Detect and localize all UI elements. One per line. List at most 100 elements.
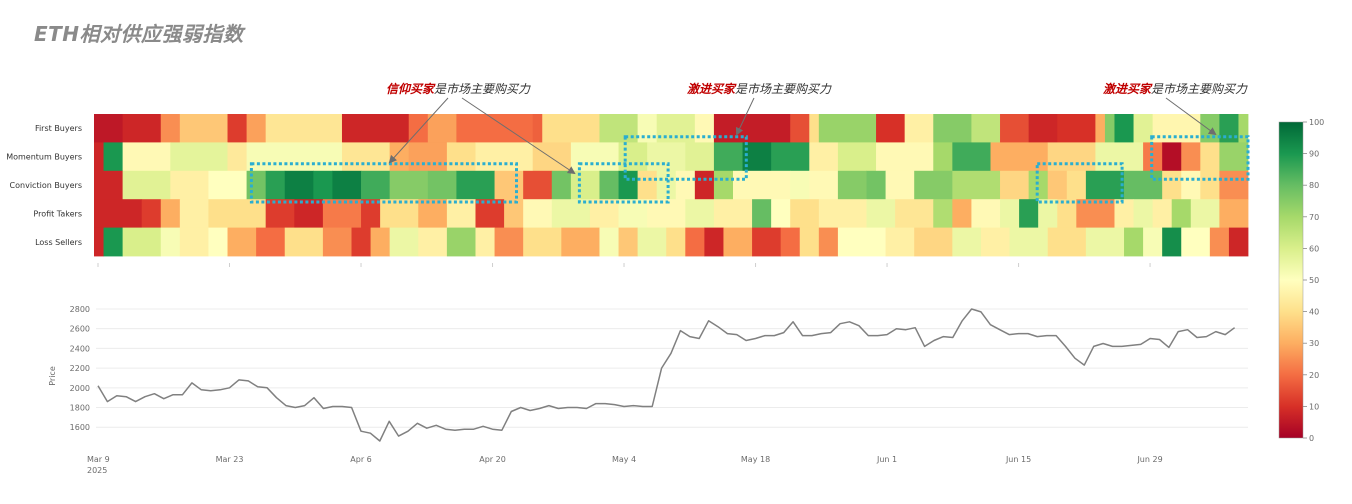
heatmap-cell: [637, 227, 667, 257]
heatmap-cell: [790, 114, 810, 143]
heatmap-cell: [1181, 170, 1201, 200]
heatmap-cell: [723, 227, 753, 257]
colorbar-tick-label: 80: [1309, 181, 1319, 190]
heatmap-cell: [1047, 227, 1087, 257]
heatmap-cell: [904, 114, 934, 143]
colorbar: 0 10 20 30 40 50 60 70 80 90 100: [1278, 118, 1324, 443]
heatmap-cell: [1076, 199, 1115, 228]
annotation-rest: 是市场主要购买力: [434, 82, 531, 96]
heatmap-cell: [380, 199, 419, 228]
heatmap-cell: [1057, 199, 1077, 228]
heatmap-cell: [523, 227, 562, 257]
heatmap-cell: [952, 170, 1001, 200]
heatmap-cell: [656, 170, 677, 200]
heatmap-cell: [647, 199, 686, 228]
heatmap-cell: [1000, 170, 1030, 200]
heatmap-cell: [809, 170, 839, 200]
x-tick-label: Jun 15: [1005, 455, 1031, 464]
heatmap-cell: [103, 227, 124, 257]
heatmap-cell: [1162, 170, 1182, 200]
colorbar-tick-label: 40: [1309, 308, 1319, 317]
heatmap-cell: [265, 199, 295, 228]
heatmap-cell: [94, 170, 124, 200]
colorbar-tick-label: 0: [1309, 434, 1314, 443]
heatmap-cell: [475, 199, 505, 228]
heatmap-cell: [561, 227, 600, 257]
heatmap-cell: [456, 170, 495, 200]
heatmap-cell: [341, 142, 391, 172]
heatmap-cell: [475, 142, 534, 172]
heatmap-cell: [685, 199, 715, 228]
heatmap-cell: [818, 227, 839, 257]
heatmap-cell: [1143, 227, 1163, 257]
heatmap-cell: [895, 199, 934, 228]
x-tick-label: Jun 1: [876, 455, 897, 464]
highlight-box: [577, 162, 670, 204]
heatmap-cell: [1200, 142, 1220, 172]
heatmap-cell: [160, 114, 181, 143]
heatmap-cell: [599, 170, 619, 200]
x-tick-label: Apr 6: [350, 455, 371, 464]
heatmap-cell: [1200, 114, 1220, 143]
heatmap-cell: [1162, 227, 1182, 257]
heatmap-cell: [599, 227, 619, 257]
heatmap-cell: [94, 199, 143, 228]
heatmap-cell: [389, 227, 419, 257]
colorbar-tick-label: 30: [1309, 339, 1319, 348]
heatmap-cell: [666, 227, 686, 257]
heatmap-cell: [790, 199, 820, 228]
heatmap-cell: [694, 114, 715, 143]
annotation-arrow: [388, 97, 449, 164]
heatmap-cell: [952, 199, 972, 228]
heatmap-cell: [227, 114, 247, 143]
heatmap-cell: [713, 114, 791, 143]
heatmap-cell: [866, 199, 896, 228]
heatmap-cell: [208, 227, 228, 257]
heatmap-cell: [122, 142, 171, 172]
heatmap-cell: [246, 170, 267, 200]
highlight-box: [249, 162, 518, 204]
heatmap-cell: [265, 170, 286, 200]
heatmap-cell: [1124, 170, 1163, 200]
annotation-highlight: 信仰买家: [386, 82, 436, 96]
colorbar-gradient: [1278, 121, 1304, 439]
colorbar-tick-label: 20: [1309, 371, 1319, 380]
heatmap-cell: [1133, 199, 1154, 228]
heatmap-cell: [208, 170, 247, 200]
x-tick-label: Mar 9: [87, 455, 110, 464]
heatmap-cell: [1009, 227, 1049, 257]
heatmap-cell: [1104, 114, 1115, 143]
heatmap-cell: [418, 227, 448, 257]
heatmap-row-labels: First Buyers Momentum Buyers Conviction Bu…: [6, 124, 82, 247]
heatmap-cell: [1057, 114, 1096, 143]
heatmap-cell: [837, 227, 886, 257]
heatmap-cell: [1095, 114, 1106, 143]
annotation-rest: 是市场主要购买力: [1151, 82, 1248, 96]
heatmap-cell: [1181, 142, 1201, 172]
heatmap-cell: [456, 114, 534, 143]
heatmap-cell: [408, 142, 448, 172]
heatmap-cell: [551, 170, 572, 200]
heatmap-cell: [370, 227, 391, 257]
heatmap-cell: [933, 114, 972, 143]
row-label: Profit Takers: [33, 209, 82, 218]
heatmap-cell: [94, 227, 104, 257]
heatmap-cell: [1171, 199, 1192, 228]
heatmap-cell: [446, 227, 476, 257]
heatmap-cell: [837, 170, 867, 200]
heatmap-cell: [675, 170, 696, 200]
annotation-rest: 是市场主要购买力: [735, 82, 832, 96]
heatmap-cell: [246, 142, 343, 172]
heatmap-cell: [1219, 199, 1249, 228]
heatmap-cell: [141, 199, 162, 228]
heatmap-cell: [790, 170, 810, 200]
heatmap-cell: [952, 227, 982, 257]
annotation-text: 激进买家是市场主要购买力: [687, 82, 832, 96]
heatmap-cell: [122, 114, 162, 143]
heatmap-x-ticks: [97, 263, 1151, 267]
heatmap-cell: [570, 170, 600, 200]
heatmap-cell: [885, 170, 915, 200]
heatmap-cell: [1066, 170, 1087, 200]
annotation-text: 激进买家是市场主要购买力: [1103, 82, 1248, 96]
heatmap-cell: [1181, 227, 1211, 257]
